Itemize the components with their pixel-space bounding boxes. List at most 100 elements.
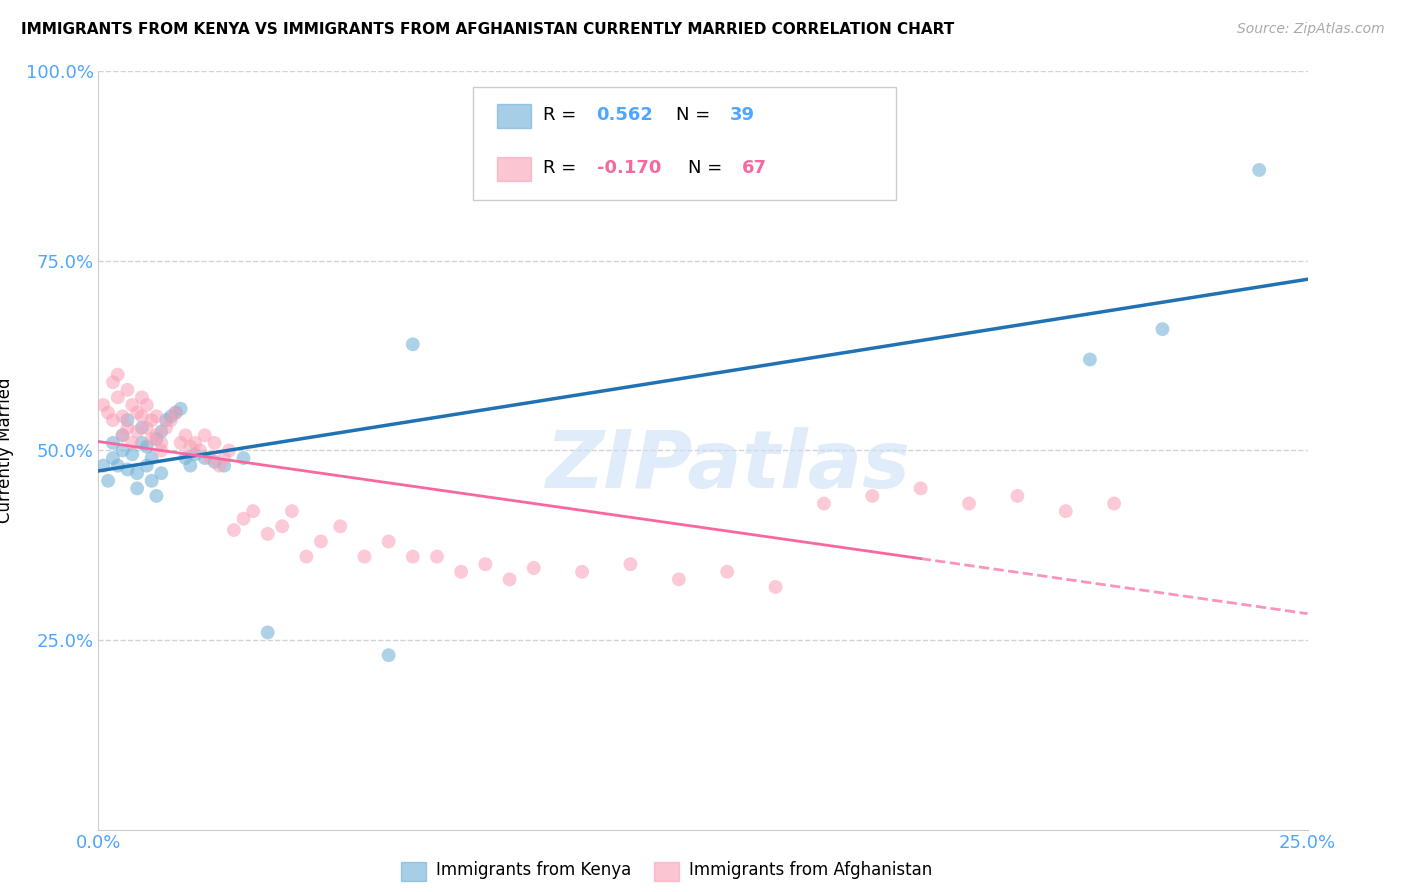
Point bbox=[91, 398, 114, 412]
Point bbox=[402, 549, 425, 564]
Point bbox=[619, 557, 641, 572]
Point bbox=[135, 440, 157, 454]
Point bbox=[145, 489, 167, 503]
Point bbox=[198, 451, 221, 466]
Point bbox=[150, 443, 173, 458]
Point bbox=[141, 432, 163, 446]
Point bbox=[271, 519, 294, 533]
Point bbox=[295, 549, 318, 564]
Point bbox=[194, 428, 217, 442]
Point bbox=[91, 458, 114, 473]
Point bbox=[184, 436, 207, 450]
Text: 0.562: 0.562 bbox=[596, 106, 654, 124]
Point bbox=[145, 432, 167, 446]
Point bbox=[309, 534, 332, 549]
Point bbox=[150, 467, 173, 481]
Point bbox=[111, 428, 134, 442]
Point bbox=[169, 401, 191, 416]
Point bbox=[179, 458, 201, 473]
Point bbox=[218, 443, 240, 458]
Point bbox=[97, 405, 120, 420]
Point bbox=[165, 405, 187, 420]
Point bbox=[121, 398, 143, 412]
Text: 67: 67 bbox=[742, 160, 766, 178]
FancyBboxPatch shape bbox=[498, 104, 531, 128]
Point bbox=[212, 458, 235, 473]
Point bbox=[107, 391, 129, 405]
Point bbox=[101, 376, 124, 390]
Point bbox=[111, 409, 134, 424]
Point bbox=[174, 451, 197, 466]
Point bbox=[155, 413, 177, 427]
Point bbox=[117, 413, 139, 427]
FancyBboxPatch shape bbox=[474, 87, 897, 201]
Point bbox=[174, 428, 197, 442]
Point bbox=[111, 443, 134, 458]
Point bbox=[101, 451, 124, 466]
Point bbox=[160, 409, 183, 424]
Point bbox=[1102, 496, 1125, 510]
Point bbox=[131, 436, 153, 450]
Point bbox=[169, 436, 191, 450]
Point bbox=[101, 413, 124, 427]
Point bbox=[204, 436, 226, 450]
Point bbox=[1054, 504, 1077, 518]
Point bbox=[135, 398, 157, 412]
Point bbox=[101, 436, 124, 450]
Text: ZIPatlas: ZIPatlas bbox=[544, 426, 910, 505]
Point bbox=[426, 549, 449, 564]
Point bbox=[716, 565, 738, 579]
Point bbox=[256, 526, 278, 541]
Point bbox=[281, 504, 304, 518]
Text: Source: ZipAtlas.com: Source: ZipAtlas.com bbox=[1237, 22, 1385, 37]
Point bbox=[141, 413, 163, 427]
Y-axis label: Currently Married: Currently Married bbox=[0, 377, 14, 524]
Point bbox=[150, 436, 173, 450]
Point bbox=[498, 573, 520, 587]
Point bbox=[127, 405, 149, 420]
Point bbox=[145, 409, 167, 424]
Point bbox=[131, 421, 153, 435]
Text: R =: R = bbox=[543, 160, 582, 178]
Point bbox=[242, 504, 264, 518]
Point bbox=[97, 474, 120, 488]
Point bbox=[131, 409, 153, 424]
Point bbox=[107, 368, 129, 382]
Point bbox=[957, 496, 980, 510]
Point bbox=[523, 561, 546, 575]
Point bbox=[160, 413, 183, 427]
Point bbox=[232, 512, 254, 526]
Point bbox=[256, 625, 278, 640]
Point bbox=[121, 436, 143, 450]
Point bbox=[117, 421, 139, 435]
Point bbox=[184, 447, 207, 461]
Text: Immigrants from Kenya: Immigrants from Kenya bbox=[436, 861, 631, 879]
Point bbox=[222, 523, 245, 537]
Point bbox=[127, 467, 149, 481]
Point bbox=[232, 451, 254, 466]
Point bbox=[668, 573, 690, 587]
Point bbox=[135, 458, 157, 473]
Point bbox=[188, 443, 211, 458]
Point bbox=[1152, 322, 1174, 336]
Point bbox=[474, 557, 496, 572]
Point bbox=[117, 462, 139, 476]
Text: 39: 39 bbox=[730, 106, 755, 124]
Point bbox=[179, 440, 201, 454]
Point bbox=[765, 580, 787, 594]
Point bbox=[131, 391, 153, 405]
Point bbox=[208, 458, 231, 473]
Point bbox=[117, 383, 139, 397]
Point bbox=[450, 565, 472, 579]
Point bbox=[141, 474, 163, 488]
Point bbox=[145, 428, 167, 442]
Point bbox=[377, 648, 399, 662]
Point bbox=[121, 447, 143, 461]
Point bbox=[165, 405, 187, 420]
Text: R =: R = bbox=[543, 106, 582, 124]
Point bbox=[150, 425, 173, 439]
Point bbox=[127, 425, 149, 439]
Point bbox=[127, 482, 149, 496]
Point bbox=[155, 421, 177, 435]
Point bbox=[1078, 352, 1101, 367]
